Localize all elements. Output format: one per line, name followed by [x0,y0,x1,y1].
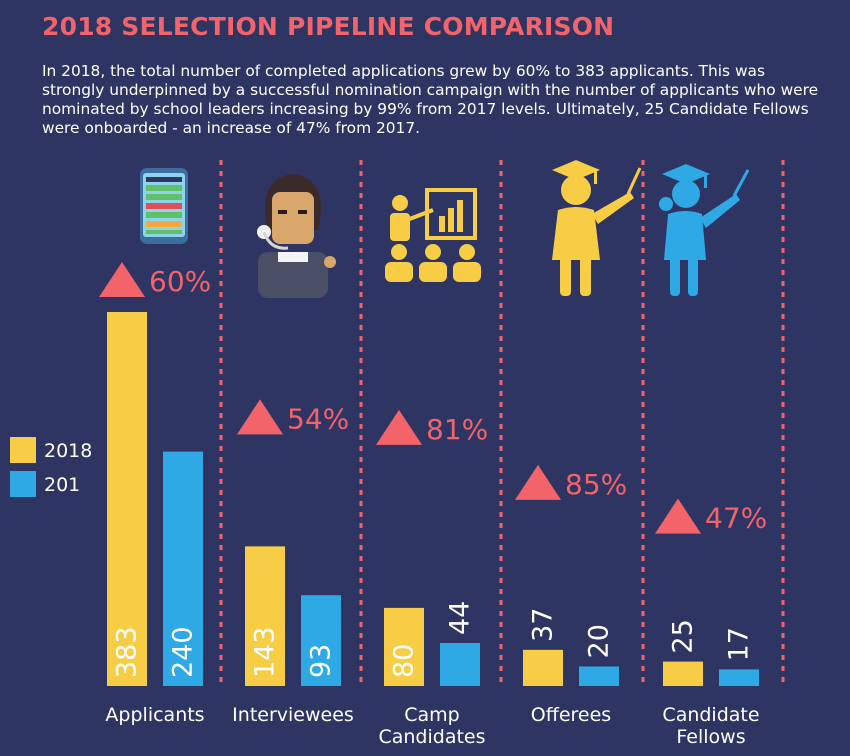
change-percent-label: 81% [426,413,488,446]
category-label: Candidates [378,726,485,748]
bar-201-interviewees [301,595,341,686]
change-percent-label: 85% [565,468,627,501]
change-up-triangle [655,498,701,534]
presenter-audience-icon [385,188,481,282]
bar-2018-interviewees [245,546,285,686]
bar-201-applicants [163,451,203,686]
bar-2018-applicants [107,312,147,686]
change-up-triangle [99,262,145,297]
change-up-triangle [376,409,422,445]
teacher-graduate-icon [552,160,642,296]
bar-value-label: 80 [389,644,420,678]
bar-201-camp-candidates [440,643,480,686]
category-label: Candidate [662,704,759,726]
category-label: Interviewees [232,704,354,726]
legend-label: 201 [44,474,80,496]
bar-2018-camp-candidates [384,607,424,686]
change-percent-label: 54% [287,402,349,435]
page-title: 2018 SELECTION PIPELINE COMPARISON [42,12,615,41]
category-label: Camp [404,704,459,726]
category-label: Applicants [105,704,204,726]
bar-value-label: 20 [584,624,615,658]
change-percent-label: 47% [705,502,767,535]
legend-label: 2018 [44,440,92,462]
legend-swatch-2018 [10,437,36,463]
change-up-triangle [237,399,283,435]
bar-value-label: 93 [306,644,337,678]
bar-2018-offerees [523,649,563,686]
student-graduate-icon [659,164,750,296]
phone-app-icon [140,168,188,244]
category-label: Offerees [531,704,611,726]
bar-value-label: 25 [668,619,699,653]
intro-paragraph: In 2018, the total number of completed a… [42,62,819,137]
legend-swatch-201 [10,471,36,497]
bar-201-offerees [579,666,619,686]
bar-2018-candidate-fellows [663,661,703,686]
bar-value-label: 44 [445,601,476,635]
change-percent-label: 60% [149,265,211,298]
category-label: Fellows [676,726,745,748]
bar-value-label: 17 [724,627,755,661]
bar-value-label: 143 [250,626,281,678]
change-up-triangle [515,464,561,500]
bar-value-label: 240 [168,626,199,678]
bar-value-label: 37 [528,608,559,642]
operator-headset-icon [257,174,336,298]
bar-value-label: 383 [112,626,143,678]
bar-201-candidate-fellows [719,669,759,686]
